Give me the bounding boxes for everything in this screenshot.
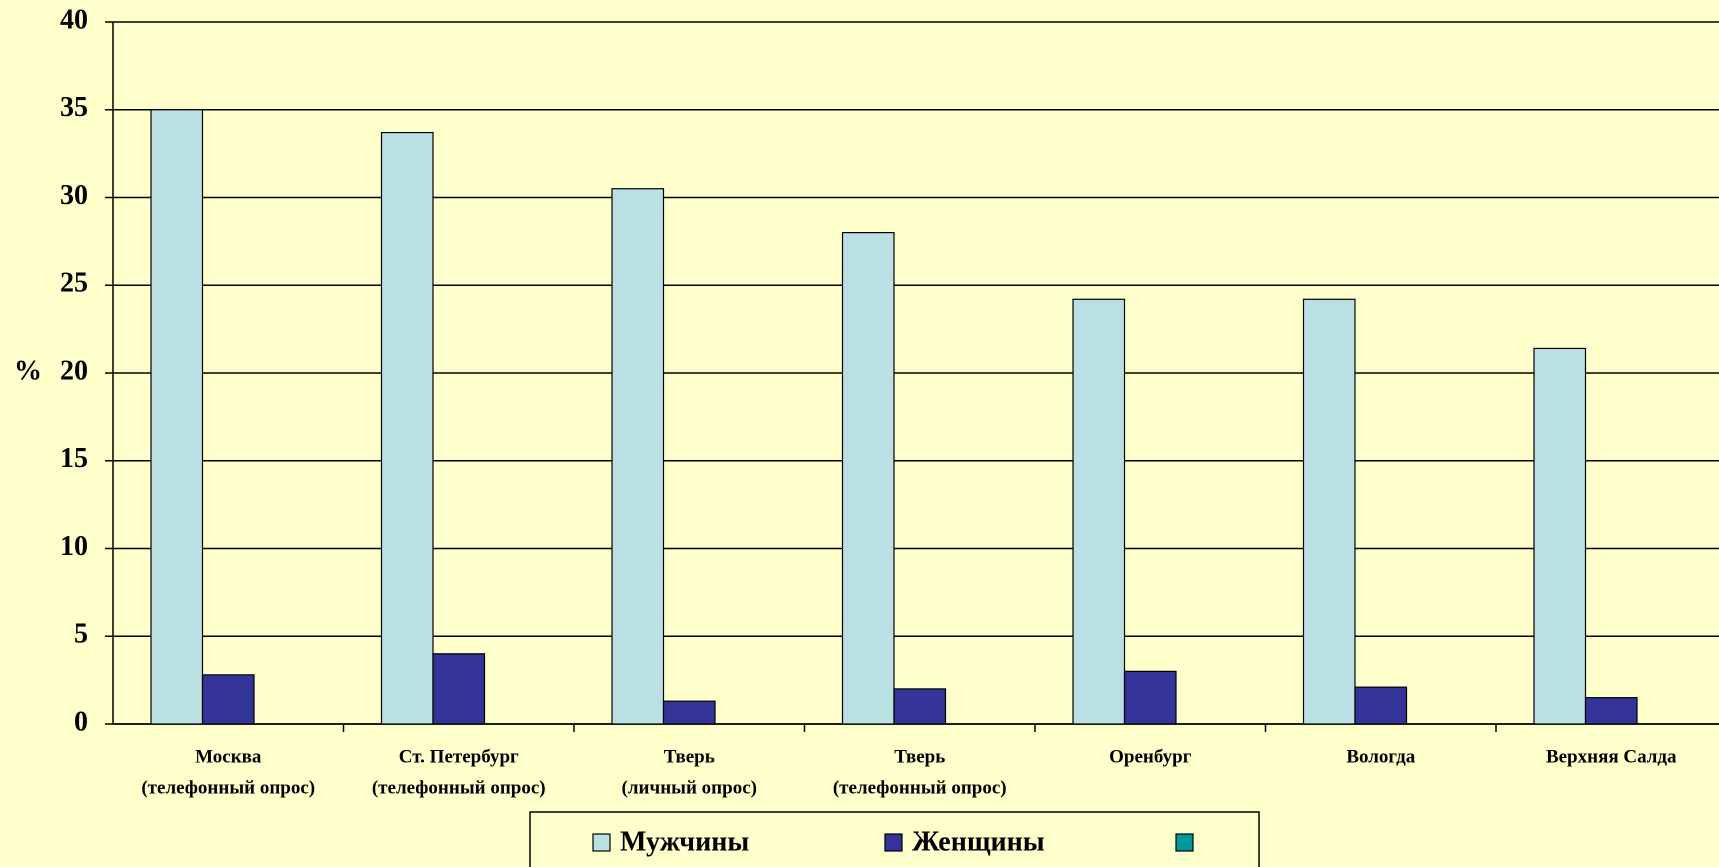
legend-label: Мужчины: [620, 826, 749, 857]
bar: [1354, 686, 1408, 725]
y-tick-label: 30: [60, 180, 88, 211]
x-tick-label: Тверь: [894, 746, 945, 767]
y-tick-label: 20: [60, 355, 88, 386]
x-tick-label: (телефонный опрос): [833, 777, 1007, 798]
bar: [1302, 298, 1356, 725]
y-tick-label: 0: [74, 706, 88, 737]
x-tick-label: Верхняя Салда: [1546, 746, 1677, 767]
bar: [893, 688, 947, 725]
x-tick-label: Тверь: [664, 746, 715, 767]
bar: [1533, 347, 1587, 725]
y-tick-label: 15: [60, 443, 88, 474]
y-tick-label: 10: [60, 531, 88, 562]
legend-swatch: [884, 833, 903, 852]
bar: [380, 131, 434, 725]
x-tick-label: Вологда: [1346, 746, 1415, 767]
bar: [201, 674, 255, 725]
y-tick-label: 25: [60, 268, 88, 299]
y-tick-label: 5: [74, 619, 88, 650]
x-tick-label: (телефонный опрос): [372, 777, 546, 798]
x-tick-label: (телефонный опрос): [141, 777, 315, 798]
y-tick-label: 40: [60, 4, 88, 35]
y-tick-label: 35: [60, 92, 88, 123]
x-tick-label: Оренбург: [1109, 746, 1192, 767]
bar: [841, 232, 895, 725]
y-axis-label: %: [14, 355, 42, 386]
bar: [1123, 670, 1177, 725]
bar: [1072, 298, 1126, 725]
x-tick-label: (личный опрос): [622, 777, 757, 798]
bar: [1584, 697, 1638, 725]
legend-swatch: [1175, 833, 1194, 852]
bar: [662, 700, 716, 725]
legend-swatch: [592, 833, 611, 852]
x-tick-label: Москва: [195, 746, 262, 767]
bar: [150, 109, 204, 725]
x-tick-label: Ст. Петербург: [399, 746, 519, 767]
bar: [611, 188, 665, 725]
bar: [432, 653, 486, 725]
legend-label: Женщины: [912, 826, 1045, 857]
